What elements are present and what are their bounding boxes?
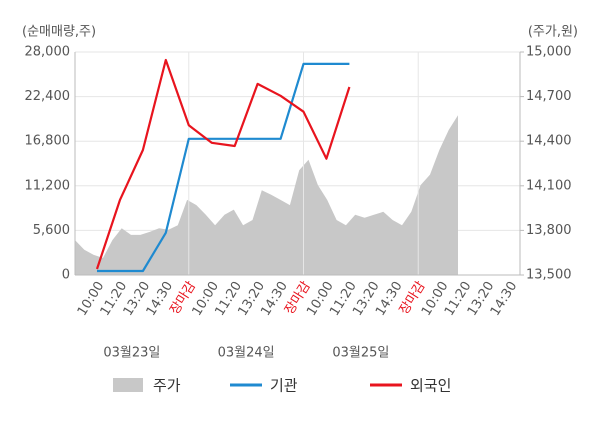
y2-tick-label: 15,000 <box>526 45 572 60</box>
y-tick-label: 22,400 <box>25 89 71 104</box>
y2-tick-label: 13,500 <box>526 268 572 283</box>
date-label: 03월24일 <box>218 346 275 361</box>
y-tick-label: 11,200 <box>25 178 71 193</box>
price-area <box>75 115 458 275</box>
series-line <box>95 58 351 270</box>
y2-tick-label: 13,800 <box>526 223 572 238</box>
y-tick-label: 5,600 <box>33 223 70 238</box>
series-line <box>97 62 350 273</box>
y2-axis-label: (주가,원) <box>528 25 578 40</box>
date-label: 03월25일 <box>332 346 389 361</box>
y-tick-label: 0 <box>62 268 70 283</box>
y2-tick-label: 14,100 <box>526 178 572 193</box>
y-axis-label: (순매매량,주) <box>22 25 96 40</box>
date-label: 03월23일 <box>103 346 160 361</box>
y2-tick-label: 14,400 <box>526 134 572 149</box>
legend-label: 기관 <box>270 377 298 395</box>
y-tick-label: 16,800 <box>25 134 71 149</box>
y2-tick-label: 14,700 <box>526 89 572 104</box>
legend-swatch <box>113 378 143 392</box>
legend-label: 주가 <box>153 377 181 395</box>
legend-label: 외국인 <box>410 377 451 395</box>
y-tick-label: 28,000 <box>25 45 71 60</box>
